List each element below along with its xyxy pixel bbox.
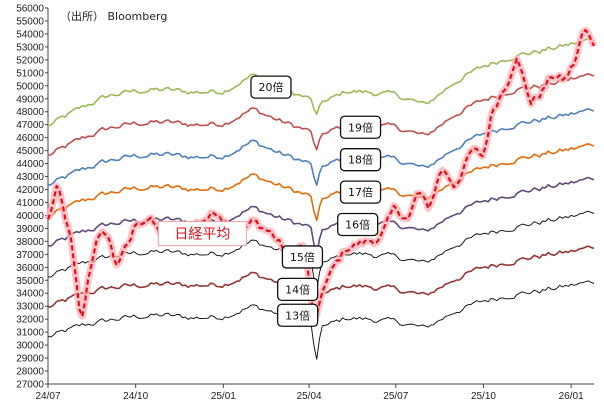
band-label: 17倍 <box>339 180 382 204</box>
y-tick-label: 42000 <box>16 185 44 196</box>
y-tick-label: 47000 <box>16 120 44 131</box>
band-line <box>47 38 595 126</box>
band-label: 16倍 <box>337 212 379 237</box>
x-tick-label: 24/10 <box>123 391 148 402</box>
nikkei-line <box>46 29 595 321</box>
band-label-text: 14倍 <box>285 282 310 296</box>
x-tick-label: 26/01 <box>559 391 584 402</box>
chart-source: （出所） Bloomberg <box>60 10 168 23</box>
y-tick-label: 55000 <box>16 16 44 27</box>
y-tick-label: 27000 <box>16 380 44 391</box>
band-line <box>47 108 595 186</box>
series-band-8 <box>47 280 595 360</box>
nikkei-label-text: 日経平均 <box>174 227 230 243</box>
y-tick-label: 56000 <box>16 4 44 15</box>
y-tick-label: 30000 <box>16 341 44 352</box>
band-label-box <box>277 303 319 327</box>
band-line <box>47 280 595 360</box>
band-label: 14倍 <box>277 277 319 302</box>
series-band-1 <box>47 38 595 126</box>
band-label-text: 17倍 <box>348 185 373 199</box>
x-tick-label: 25/01 <box>211 391 236 402</box>
y-tick-label: 28000 <box>16 367 44 378</box>
nikkei-label: 日経平均 <box>157 221 247 247</box>
band-label-text: 15倍 <box>290 250 315 264</box>
y-tick-label: 48000 <box>16 107 44 118</box>
y-tick-label: 46000 <box>16 133 44 144</box>
y-tick-label: 31000 <box>16 328 44 339</box>
band-label-box <box>337 212 379 237</box>
y-tick-label: 33000 <box>16 302 44 313</box>
band-line <box>48 143 595 222</box>
nikkei-label-box <box>157 221 247 247</box>
y-tick-label: 45000 <box>16 146 44 157</box>
band-label-box <box>250 75 292 99</box>
y-tick-label: 54000 <box>16 29 44 40</box>
y-tick-label: 39000 <box>16 224 44 235</box>
band-label-text: 13倍 <box>285 308 310 322</box>
band-label-box <box>339 115 382 139</box>
y-tick-label: 43000 <box>16 172 44 183</box>
y-tick-label: 29000 <box>16 354 44 365</box>
y-tick-label: 32000 <box>16 315 44 326</box>
x-tick-label: 24/07 <box>35 391 60 402</box>
series-band-4 <box>48 143 595 222</box>
series-band-2 <box>47 73 595 156</box>
band-label-text: 20倍 <box>258 80 283 94</box>
band-label-text: 18倍 <box>348 153 373 167</box>
nikkei-glow <box>44 26 598 324</box>
x-tick-label: 25/07 <box>383 391 408 402</box>
band-label: 15倍 <box>281 245 324 269</box>
y-tick-label: 49000 <box>16 94 44 105</box>
x-tick-label: 25/04 <box>297 391 322 402</box>
y-tick-label: 41000 <box>16 198 44 209</box>
y-tick-label: 37000 <box>16 250 44 261</box>
band-label-box <box>281 245 324 269</box>
band-label-text: 16倍 <box>345 218 370 232</box>
band-label: 18倍 <box>339 148 382 172</box>
y-tick-label: 51000 <box>16 68 44 79</box>
y-tick-label: 50000 <box>16 81 44 92</box>
band-label-box <box>277 277 319 302</box>
band-label-text: 19倍 <box>348 120 373 134</box>
y-tick-label: 34000 <box>16 289 44 300</box>
y-tick-label: 38000 <box>16 237 44 248</box>
band-label-box <box>339 148 382 172</box>
series-nikkei <box>44 26 598 324</box>
band-label-box <box>339 180 382 204</box>
band-label: 19倍 <box>339 115 382 139</box>
y-tick-label: 52000 <box>16 55 44 66</box>
y-tick-label: 35000 <box>16 276 44 287</box>
y-tick-label: 44000 <box>16 159 44 170</box>
y-tick-label: 40000 <box>16 211 44 222</box>
band-label: 13倍 <box>277 303 319 327</box>
band-label: 20倍 <box>250 75 292 99</box>
x-tick-label: 25/10 <box>471 391 496 402</box>
y-tick-label: 36000 <box>16 263 44 274</box>
band-line <box>47 73 595 156</box>
y-tick-label: 53000 <box>16 42 44 53</box>
series-band-3 <box>47 108 595 186</box>
